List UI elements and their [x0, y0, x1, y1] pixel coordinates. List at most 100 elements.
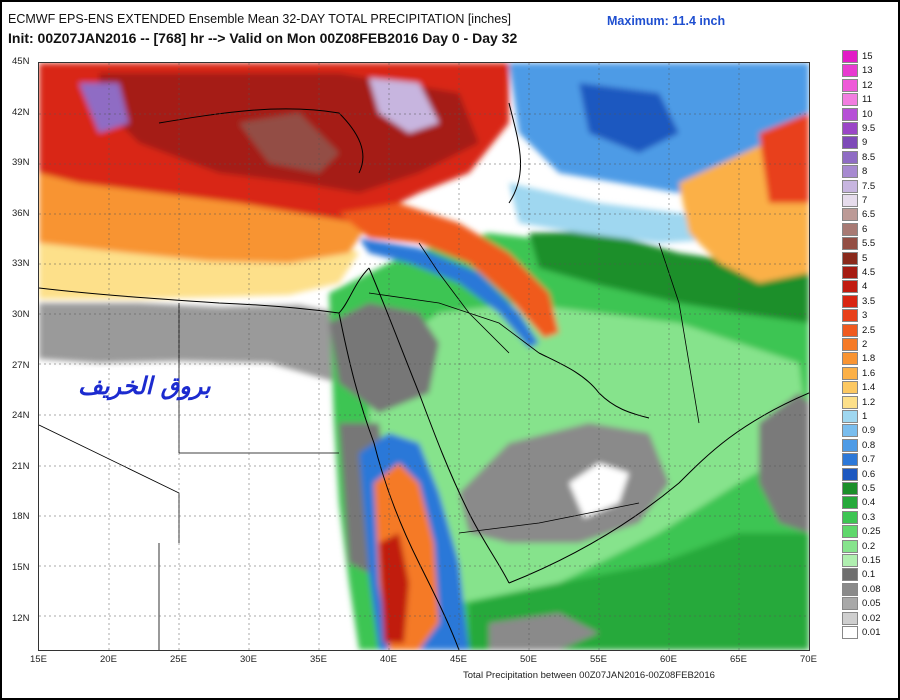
legend-swatch: [842, 366, 858, 380]
legend-label: 8.5: [862, 151, 876, 163]
longitude-label: 40E: [380, 654, 397, 665]
legend-label: 9: [862, 137, 868, 149]
legend-label: 0.3: [862, 511, 876, 523]
legend-label: 6: [862, 223, 868, 235]
legend-swatch: [842, 179, 858, 193]
legend-label: 15: [862, 51, 873, 62]
legend-swatch: [842, 611, 858, 625]
legend-swatch: [842, 568, 858, 582]
legend-label: 0.5: [862, 483, 876, 494]
legend-swatch: [842, 50, 858, 63]
border-saudi-yemen: [458, 502, 640, 534]
legend-swatch: [842, 424, 858, 438]
legend-label: 10: [862, 108, 873, 120]
legend-swatch: [842, 165, 858, 179]
legend-swatch: [842, 626, 858, 639]
legend-label: 3.5: [862, 295, 876, 307]
legend-swatch: [842, 438, 858, 452]
legend-swatch: [842, 482, 858, 495]
legend-label: 8: [862, 166, 868, 178]
legend-label: 5.5: [862, 238, 876, 250]
precipitation-map: [38, 62, 810, 651]
legend-label: 0.15: [862, 555, 881, 566]
legend-label: 6.5: [862, 209, 876, 221]
ethiopia-red-core: [379, 533, 409, 643]
zagros-blue-edge: [359, 238, 539, 348]
longitude-label: 25E: [170, 654, 187, 665]
latitude-label: 36N: [12, 207, 30, 219]
longitude-label: 70E: [800, 654, 817, 665]
legend-label: 7: [862, 195, 868, 206]
longitude-label: 45E: [450, 654, 467, 665]
longitude-label: 15E: [30, 654, 47, 665]
dark-blue-zone: [579, 83, 679, 153]
legend-label: 12: [862, 79, 873, 91]
light-blue-zone: [509, 183, 739, 243]
legend-swatch: [842, 237, 858, 251]
legend-swatch: [842, 309, 858, 323]
gray-zone-east: [759, 393, 809, 533]
figure-subtitle: Init: 00Z07JAN2016 -- [768] hr --> Valid…: [8, 30, 518, 46]
coastline-caspian: [508, 102, 521, 204]
legend-swatch: [842, 251, 858, 265]
legend-label: 0.8: [862, 439, 876, 451]
legend-swatch: [842, 352, 858, 366]
latitude-label: 33N: [12, 258, 30, 270]
legend-swatch: [842, 338, 858, 351]
latitude-label: 15N: [12, 562, 30, 573]
legend-swatch: [842, 122, 858, 135]
border-iraq-iran: [418, 242, 510, 354]
legend-swatch: [842, 510, 858, 524]
latitude-label: 21N: [12, 460, 30, 472]
legend-swatch: [842, 136, 858, 150]
latitude-label: 27N: [12, 359, 30, 371]
legend-swatch: [842, 93, 858, 107]
legend-swatch: [842, 525, 858, 539]
brown-zone-mountains: [239, 113, 339, 173]
legend-label: 0.02: [862, 612, 881, 624]
legend-label: 3: [862, 310, 868, 322]
legend-label: 5: [862, 252, 868, 264]
longitude-label: 65E: [730, 654, 747, 665]
gray-zone-horn: [489, 613, 599, 650]
legend-label: 0.7: [862, 454, 876, 466]
legend-swatch: [842, 496, 858, 510]
gray-zone-sinai: [329, 303, 439, 413]
coastline-black-sea: [158, 108, 364, 174]
legend-swatch: [842, 222, 858, 236]
legend-label: 0.01: [862, 627, 881, 638]
purple-zone-caucasus: [369, 78, 439, 133]
legend-label: 1.8: [862, 353, 876, 365]
footer-caption: Total Precipitation between 00Z07JAN2016…: [463, 670, 715, 681]
legend-swatch: [842, 410, 858, 423]
latitude-label: 39N: [12, 157, 30, 169]
legend-swatch: [842, 64, 858, 78]
coastline-red-sea-east: [368, 267, 510, 584]
figure-title: ECMWF EPS-ENS EXTENDED Ensemble Mean 32-…: [8, 12, 511, 26]
longitude-label: 20E: [100, 654, 117, 665]
coastline-mediterranean: [39, 267, 370, 314]
longitude-label: 50E: [520, 654, 537, 665]
legend-label: 2.5: [862, 324, 876, 336]
legend-swatch: [842, 554, 858, 567]
coastline-persian-gulf: [538, 352, 650, 419]
legend-swatch: [842, 395, 858, 409]
coastline-arabian-sea: [508, 392, 809, 584]
legend-label: 0.4: [862, 497, 876, 509]
latitude-label: 12N: [12, 612, 30, 624]
graticule: [39, 63, 809, 650]
longitude-label: 30E: [240, 654, 257, 665]
latitude-label: 42N: [12, 106, 30, 118]
legend-swatch: [842, 150, 858, 164]
legend-label: 0.2: [862, 540, 876, 552]
legend-label: 7.5: [862, 180, 876, 192]
legend-label: 0.25: [862, 526, 881, 538]
legend-label: 1.2: [862, 396, 876, 408]
zagros-orange-ridge: [339, 203, 559, 338]
maximum-label: Maximum: 11.4 inch: [607, 14, 726, 28]
latitude-label: 18N: [12, 511, 30, 523]
latitude-label: 24N: [12, 410, 30, 422]
legend-swatch: [842, 453, 858, 467]
legend-swatch: [842, 467, 858, 481]
border-saudi-iraq: [368, 292, 540, 354]
